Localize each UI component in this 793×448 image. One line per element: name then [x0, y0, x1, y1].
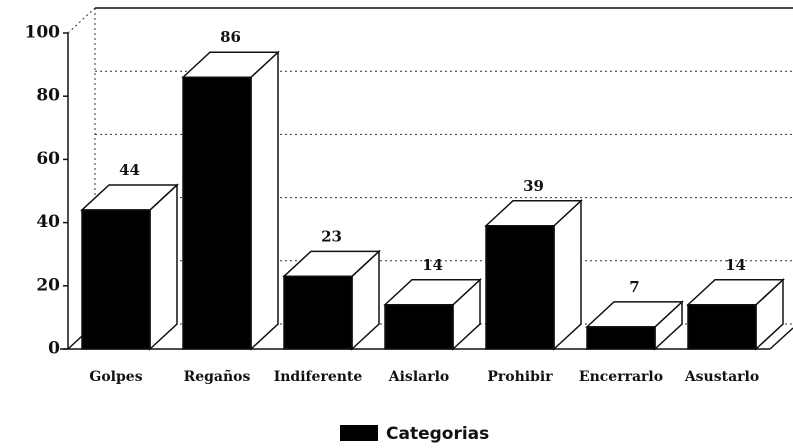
bar: [283, 275, 353, 350]
value-label: 23: [321, 227, 342, 245]
value-label: 86: [220, 28, 241, 46]
bar: [485, 225, 555, 350]
y-tick-label: 80: [36, 86, 60, 106]
value-label: 7: [629, 278, 639, 296]
x-tick-label: Indiferente: [274, 369, 363, 385]
value-label: 14: [422, 256, 443, 274]
x-tick-label: Aislarlo: [388, 369, 449, 385]
bar-side: [250, 50, 279, 351]
value-label: 44: [119, 161, 140, 179]
bar: [586, 326, 656, 350]
x-tick-label: Prohibir: [487, 369, 553, 385]
bar: [81, 209, 151, 350]
y-tick-label: 20: [36, 275, 60, 295]
bar: [182, 76, 252, 350]
x-tick-label: Golpes: [89, 369, 142, 385]
axis-depth: [67, 7, 96, 34]
bar: [687, 304, 757, 350]
bar-side: [149, 183, 178, 351]
value-label: 14: [725, 256, 746, 274]
value-label: 39: [523, 177, 544, 195]
bar: [384, 304, 454, 350]
y-tick-label: 40: [36, 212, 60, 232]
legend-swatch: [340, 425, 378, 441]
y-tick-label: 0: [48, 339, 60, 359]
x-tick-label: Asustarlo: [684, 369, 759, 385]
y-tick-label: 100: [25, 23, 61, 43]
x-tick-label: Regaños: [184, 368, 251, 385]
legend-label: Categorias: [386, 424, 489, 444]
x-tick-label: Encerrarlo: [579, 369, 663, 385]
y-tick-label: 60: [36, 149, 60, 169]
floor-right: [769, 327, 793, 350]
